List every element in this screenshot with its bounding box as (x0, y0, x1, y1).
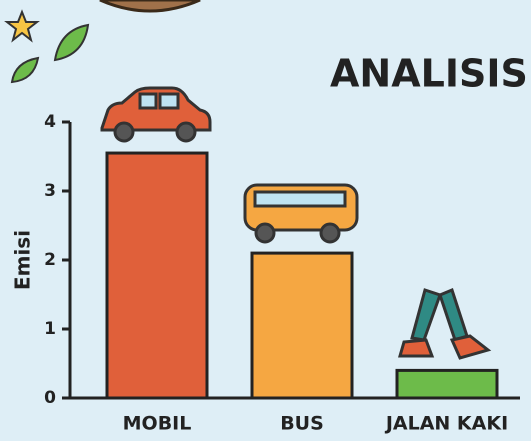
x-tick-label: BUS (280, 413, 324, 435)
bar (252, 253, 352, 398)
chart: ANALISIS Emisi 0 1 2 3 4 MOBIL BUS JALAN KAKI (0, 0, 531, 441)
x-tick-label: MOBIL (123, 413, 192, 435)
y-tick-label: 0 (44, 388, 56, 408)
y-tick-label: 1 (44, 319, 56, 339)
bar (107, 153, 207, 398)
bar (397, 370, 497, 398)
y-axis-label: Emisi (11, 230, 35, 290)
y-tick-label: 3 (44, 181, 56, 201)
y-tick-label: 4 (44, 112, 56, 132)
y-tick-label: 2 (44, 250, 56, 270)
chart-title: ANALISIS (330, 52, 528, 96)
x-tick-label: JALAN KAKI (384, 413, 508, 435)
